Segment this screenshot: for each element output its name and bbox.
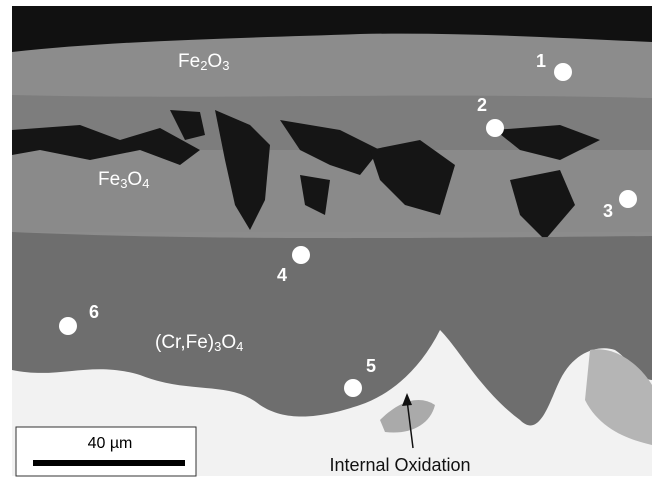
scale-label: 40 µm bbox=[88, 435, 133, 452]
phase-label: (Cr,Fe)3O4 bbox=[155, 332, 243, 354]
scale-bar bbox=[33, 460, 185, 466]
point-number: 5 bbox=[366, 356, 376, 376]
formula-text: Fe bbox=[178, 51, 200, 72]
subscript: 4 bbox=[236, 339, 243, 354]
page: Fe2O3Fe3O4(Cr,Fe)3O4 123456 40 µm Intern… bbox=[0, 0, 657, 483]
micrograph: Fe2O3Fe3O4(Cr,Fe)3O4 123456 40 µm Intern… bbox=[0, 0, 657, 483]
point-number: 3 bbox=[603, 201, 613, 221]
point-number: 4 bbox=[277, 265, 287, 285]
point-marker bbox=[486, 119, 504, 137]
subscript: 2 bbox=[200, 58, 207, 73]
subscript: 4 bbox=[142, 176, 149, 191]
subscript: 3 bbox=[214, 339, 221, 354]
point-marker bbox=[344, 379, 362, 397]
point-number: 1 bbox=[536, 51, 546, 71]
subscript: 3 bbox=[222, 58, 229, 73]
formula-text: O bbox=[127, 169, 142, 190]
annotation: Internal Oxidation bbox=[329, 455, 470, 475]
formula-text: (Cr,Fe) bbox=[155, 332, 214, 353]
formula-text: O bbox=[207, 51, 222, 72]
point-marker bbox=[619, 190, 637, 208]
formula-text: O bbox=[221, 332, 236, 353]
formula-text: Fe bbox=[98, 169, 120, 190]
subscript: 3 bbox=[120, 176, 127, 191]
point-marker bbox=[292, 246, 310, 264]
point-number: 2 bbox=[477, 95, 487, 115]
point-marker bbox=[59, 317, 77, 335]
point-marker bbox=[554, 63, 572, 81]
point-number: 6 bbox=[89, 302, 99, 322]
